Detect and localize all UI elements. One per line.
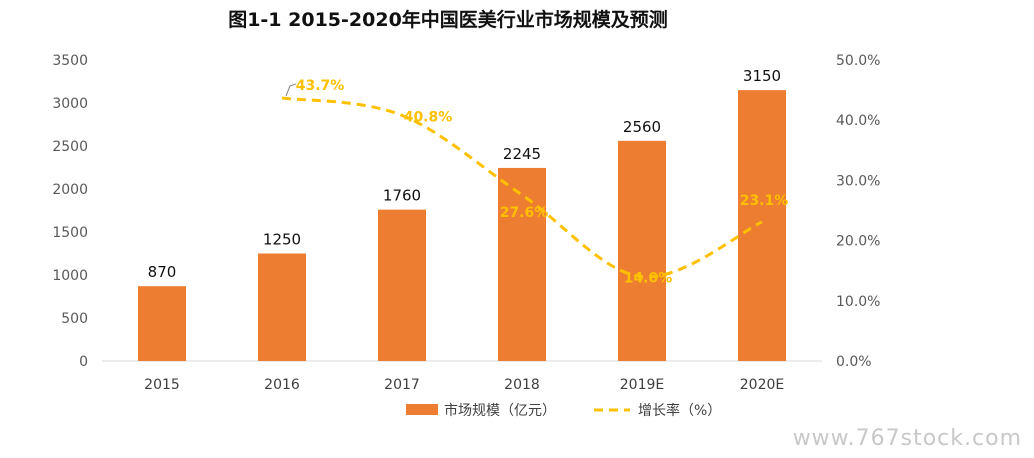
y-tick-label: 3000 xyxy=(52,96,88,112)
y-tick-label: 3500 xyxy=(52,53,88,69)
y-tick-label: 500 xyxy=(61,311,88,327)
y-tick-label: 2000 xyxy=(52,182,88,198)
bar xyxy=(738,90,786,361)
x-tick-label: 2016 xyxy=(264,377,300,393)
y2-tick-label: 40.0% xyxy=(836,113,880,129)
rate-labels: 43.7% 40.8% 27.6% 14.0% 23.1% xyxy=(285,78,789,287)
y2-tick-label: 50.0% xyxy=(836,53,880,69)
bar-value-label: 1760 xyxy=(383,187,421,205)
y-tick-label: 2500 xyxy=(52,139,88,155)
legend-bar-label: 市场规模（亿元） xyxy=(444,402,556,419)
y-tick-label: 1500 xyxy=(52,225,88,241)
rate-value-label: 23.1% xyxy=(740,193,789,209)
bar-value-label: 2560 xyxy=(623,118,661,136)
chart-title: 图1-1 2015-2020年中国医美行业市场规模及预测 xyxy=(228,8,668,31)
y2-tick-label: 10.0% xyxy=(836,294,880,310)
rate-value-label: 40.8% xyxy=(404,109,453,125)
y2-tick-label: 30.0% xyxy=(836,173,880,189)
bar xyxy=(378,209,426,361)
bar xyxy=(618,140,666,361)
bar-labels: 870 1250 1760 2245 2560 3150 xyxy=(148,67,781,281)
y2-tick-label: 0.0% xyxy=(836,354,872,370)
watermark: www.767stock.com xyxy=(793,426,1022,451)
x-axis-ticks: 2015 2016 2017 2018 2019E 2020E xyxy=(144,377,784,393)
y2-tick-label: 20.0% xyxy=(836,234,880,250)
x-tick-label: 2020E xyxy=(740,377,784,393)
legend-bar-swatch xyxy=(406,404,438,415)
bar-value-label: 3150 xyxy=(743,67,781,85)
bar xyxy=(258,253,306,361)
left-axis: 0 500 1000 1500 2000 2500 3000 3500 xyxy=(52,53,88,370)
y-tick-label: 0 xyxy=(79,354,88,370)
label-leader-line xyxy=(285,83,297,97)
x-tick-label: 2015 xyxy=(144,377,180,393)
x-tick-label: 2017 xyxy=(384,377,420,393)
y-tick-label: 1000 xyxy=(52,268,88,284)
rate-value-label: 27.6% xyxy=(500,205,549,221)
x-tick-label: 2018 xyxy=(504,377,540,393)
legend-line-label: 增长率（%） xyxy=(638,402,721,419)
rate-value-label: 14.0% xyxy=(624,271,673,287)
bar-series xyxy=(138,90,786,361)
bar-value-label: 870 xyxy=(148,263,177,281)
bar-value-label: 2245 xyxy=(503,145,541,163)
bar-value-label: 1250 xyxy=(263,231,301,249)
bar xyxy=(138,286,186,361)
right-axis: 0.0% 10.0% 20.0% 30.0% 40.0% 50.0% xyxy=(836,53,880,370)
bar xyxy=(498,167,546,361)
rate-value-label: 43.7% xyxy=(296,78,345,94)
x-tick-label: 2019E xyxy=(620,377,664,393)
growth-rate-line xyxy=(281,96,763,279)
legend: 市场规模（亿元） 增长率（%） xyxy=(406,402,721,419)
